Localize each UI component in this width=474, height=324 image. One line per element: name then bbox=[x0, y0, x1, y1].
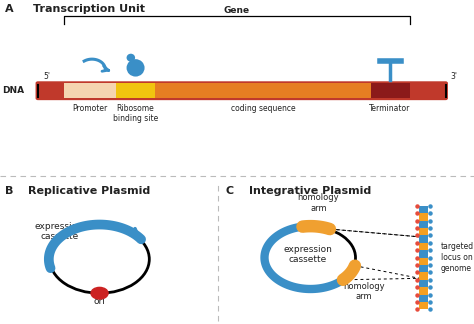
Bar bbox=[371, 83, 410, 98]
Bar bbox=[116, 83, 155, 98]
Bar bbox=[419, 250, 428, 258]
Text: coding sequence: coding sequence bbox=[230, 104, 295, 113]
Text: Transcription Unit: Transcription Unit bbox=[33, 4, 145, 14]
Circle shape bbox=[91, 287, 108, 299]
Bar bbox=[419, 287, 428, 295]
Bar bbox=[419, 280, 428, 287]
Text: Integrative Plasmid: Integrative Plasmid bbox=[249, 186, 371, 196]
Text: C: C bbox=[225, 186, 233, 196]
Text: expression
cassette: expression cassette bbox=[283, 245, 333, 264]
Bar bbox=[419, 295, 428, 302]
Bar bbox=[419, 243, 428, 250]
Bar bbox=[419, 213, 428, 221]
Text: targeted
locus on
genome: targeted locus on genome bbox=[441, 242, 474, 273]
Ellipse shape bbox=[127, 59, 145, 76]
Bar bbox=[155, 83, 371, 98]
Bar bbox=[419, 265, 428, 272]
Text: 3': 3' bbox=[450, 72, 457, 81]
Text: DNA: DNA bbox=[2, 86, 25, 95]
Bar bbox=[419, 235, 428, 243]
Text: A: A bbox=[5, 4, 13, 14]
Text: Terminator: Terminator bbox=[369, 104, 411, 113]
Text: Replicative Plasmid: Replicative Plasmid bbox=[28, 186, 151, 196]
Bar bbox=[419, 272, 428, 280]
Text: ori: ori bbox=[93, 297, 106, 306]
FancyBboxPatch shape bbox=[36, 81, 448, 100]
Text: Promoter: Promoter bbox=[73, 104, 108, 113]
Text: homology
arm: homology arm bbox=[298, 193, 339, 213]
Bar bbox=[419, 258, 428, 265]
Bar bbox=[64, 83, 116, 98]
Text: B: B bbox=[5, 186, 13, 196]
Bar bbox=[419, 221, 428, 228]
Bar bbox=[419, 302, 428, 309]
Text: expression
cassette: expression cassette bbox=[35, 222, 84, 241]
Ellipse shape bbox=[127, 54, 135, 62]
Bar bbox=[419, 228, 428, 235]
Text: Ribosome
binding site: Ribosome binding site bbox=[113, 104, 158, 123]
Text: Gene: Gene bbox=[224, 6, 250, 15]
Bar bbox=[419, 206, 428, 213]
Text: homology
arm: homology arm bbox=[343, 282, 384, 301]
Text: 5': 5' bbox=[44, 72, 51, 81]
